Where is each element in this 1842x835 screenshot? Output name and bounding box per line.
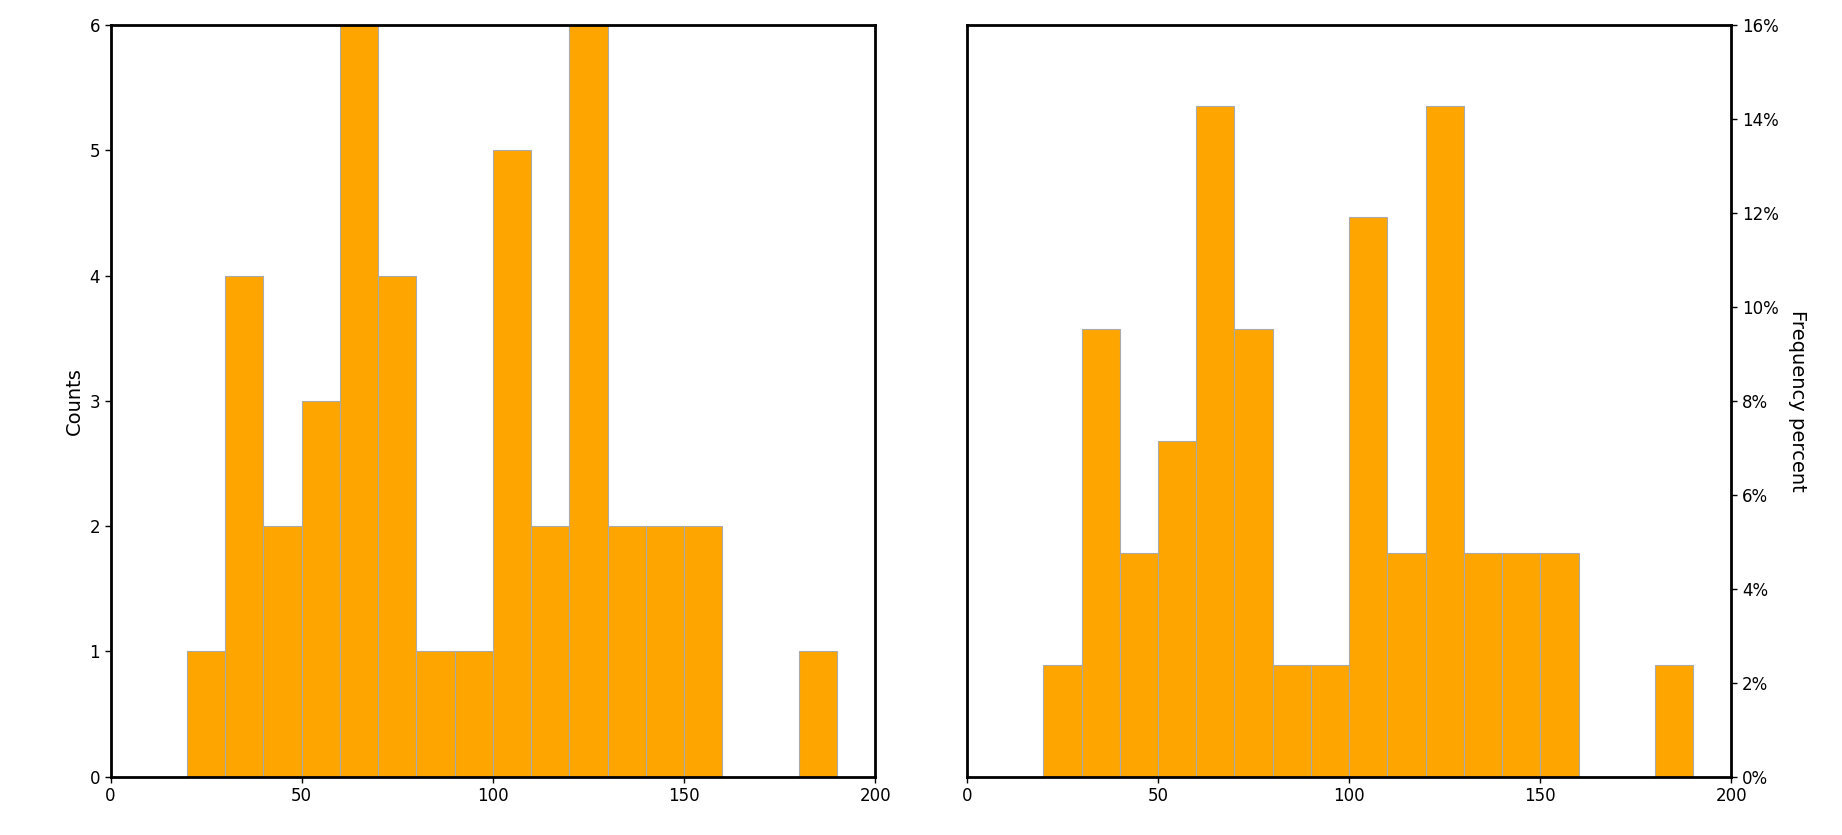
Bar bbox=[188, 651, 225, 777]
Bar bbox=[1273, 665, 1312, 777]
Bar bbox=[683, 526, 722, 777]
Bar bbox=[378, 276, 416, 777]
Bar bbox=[1426, 105, 1464, 777]
Bar bbox=[1234, 329, 1273, 777]
Bar bbox=[1501, 553, 1540, 777]
Bar bbox=[1043, 665, 1081, 777]
Y-axis label: Counts: Counts bbox=[64, 367, 85, 435]
Bar bbox=[799, 651, 836, 777]
Bar bbox=[569, 25, 608, 777]
Bar bbox=[225, 276, 263, 777]
Bar bbox=[1540, 553, 1579, 777]
Bar bbox=[530, 526, 569, 777]
Bar bbox=[1195, 105, 1234, 777]
Y-axis label: Frequency percent: Frequency percent bbox=[1787, 310, 1807, 492]
Bar bbox=[302, 401, 341, 777]
Bar bbox=[494, 150, 530, 777]
Bar bbox=[455, 651, 494, 777]
Bar bbox=[1159, 441, 1195, 777]
Bar bbox=[1387, 553, 1426, 777]
Bar bbox=[608, 526, 647, 777]
Bar bbox=[341, 25, 378, 777]
Bar bbox=[1312, 665, 1348, 777]
Bar bbox=[263, 526, 302, 777]
Bar bbox=[647, 526, 683, 777]
Bar bbox=[1348, 217, 1387, 777]
Bar bbox=[1081, 329, 1120, 777]
Bar bbox=[1120, 553, 1159, 777]
Bar bbox=[1654, 665, 1693, 777]
Bar bbox=[1464, 553, 1501, 777]
Bar bbox=[416, 651, 455, 777]
